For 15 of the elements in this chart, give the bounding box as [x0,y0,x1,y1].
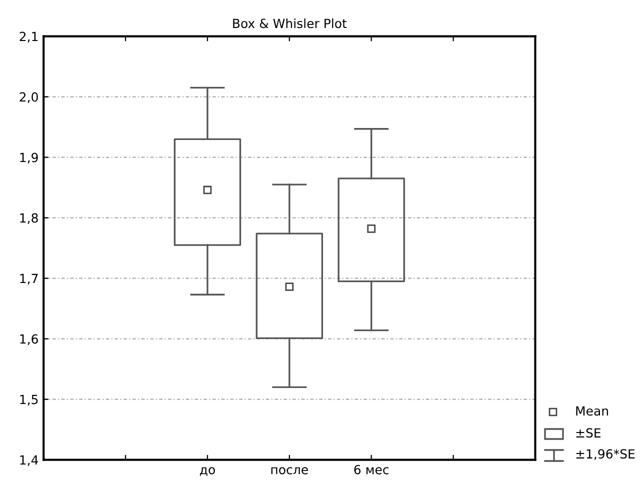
y-tick-label: 2,1 [20,32,38,42]
y-tick-label: 1,5 [20,394,38,406]
text: ±SE [576,428,601,438]
x-tick-label: после [271,467,308,474]
text: Mean [576,406,608,416]
chart-title: Box & Whisler Plot [233,18,347,28]
x-tick-label: до [200,467,215,476]
x-tick-label: 6 мес [354,464,389,474]
y-tick-label: 1,7 [20,274,38,284]
y-tick-label: 1,8 [20,213,38,224]
y-tick-label: 1,4 [20,455,38,466]
y-tick-label: 1,9 [20,152,38,164]
y-tick-label: 2,0 [20,92,38,103]
y-tick-label: 1,6 [20,334,38,345]
text: ±1,96*SE [576,449,635,460]
